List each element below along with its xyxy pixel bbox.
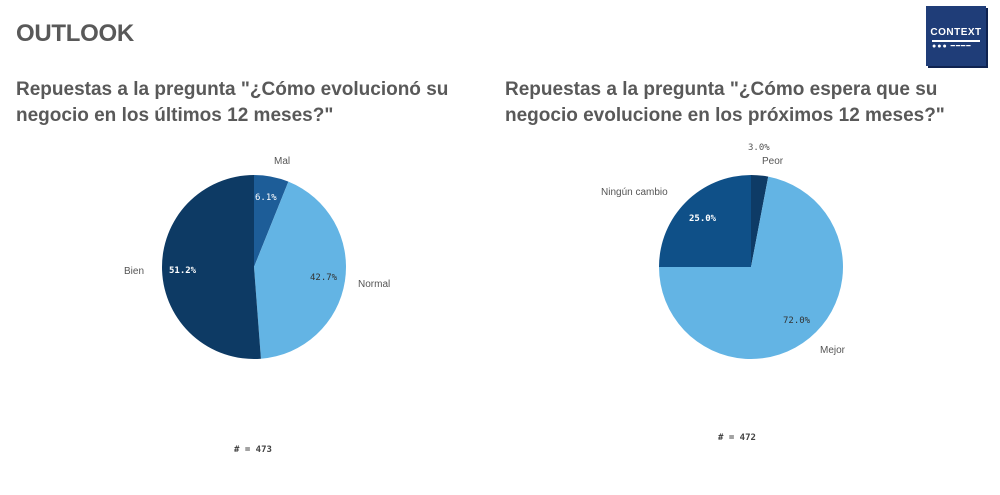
page-title: OUTLOOK — [16, 20, 134, 47]
slice-label-ningun-cambio: Ningún cambio — [601, 187, 668, 198]
slice-value-ningun-cambio: 25.0% — [689, 214, 717, 224]
slice-label-bien: Bien — [124, 266, 144, 277]
slice-value-mal: 6.1% — [255, 193, 277, 203]
pie-slice-mejor — [659, 176, 843, 360]
logo-dots: ●●● ━━━━ — [932, 43, 972, 50]
pie-slice-normal — [254, 181, 346, 359]
slice-label-mejor: Mejor — [820, 345, 846, 356]
slice-value-normal: 42.7% — [310, 273, 338, 283]
slice-label-mal: Mal — [274, 156, 290, 167]
context-logo: CONTEXT ●●● ━━━━ — [926, 6, 986, 66]
logo-line — [932, 40, 980, 42]
pie-slice-peor — [751, 175, 769, 267]
sample-size-future: # = 472 — [718, 433, 756, 443]
slice-value-mejor: 72.0% — [783, 316, 811, 326]
sample-size-past: # = 473 — [234, 445, 272, 455]
pie-slice-ningun-cambio — [659, 175, 751, 267]
chart-title-future: Repuestas a la pregunta "¿Cómo espera qu… — [505, 79, 945, 126]
slice-label-normal: Normal — [358, 279, 390, 290]
logo-text: CONTEXT — [930, 27, 982, 38]
slice-label-peor: Peor — [762, 156, 784, 167]
chart-title-past: Repuestas a la pregunta "¿Cómo evolucion… — [16, 79, 449, 126]
slice-value-peor: 3.0% — [748, 143, 770, 153]
pie-slice-bien — [161, 175, 261, 359]
pie-slice-mal — [254, 175, 289, 267]
slice-value-bien: 51.2% — [169, 266, 197, 276]
